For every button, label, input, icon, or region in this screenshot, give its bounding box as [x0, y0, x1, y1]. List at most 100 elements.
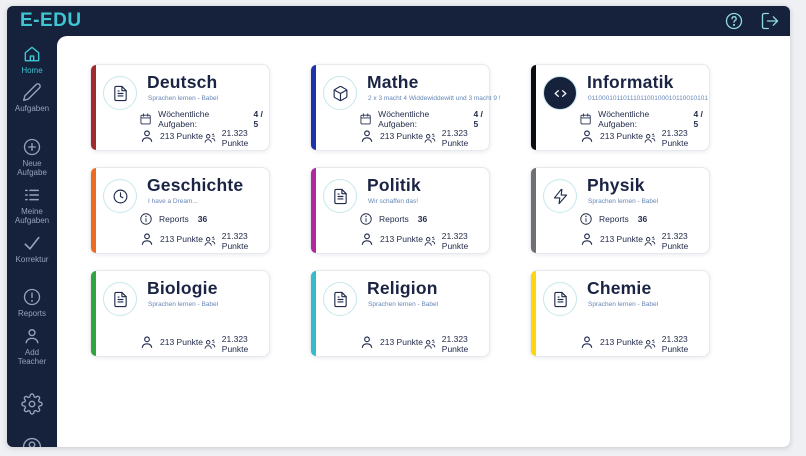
- sidebar-item-label: Meine Aufgaben: [14, 206, 50, 226]
- course-card-chemie[interactable]: Chemie Sprachen lernen - Babel 213 Punkt…: [530, 270, 710, 357]
- avatar-icon: [21, 436, 43, 447]
- stat-value: 36: [637, 214, 648, 224]
- clock-icon: [103, 179, 137, 213]
- points-class-value: 21.323 Punkte: [661, 334, 689, 354]
- course-card-religion[interactable]: Religion Sprachen lernen - Babel 213 Pun…: [310, 270, 490, 357]
- info-icon: [359, 212, 373, 226]
- points-user: 213 Punkte: [359, 334, 423, 350]
- person-icon: [579, 128, 595, 144]
- document-icon: [103, 282, 137, 316]
- main-content: Deutsch Sprachen lernen - Babel Wöchentl…: [57, 36, 790, 447]
- person-icon: [579, 231, 595, 247]
- person-icon: [139, 231, 155, 247]
- sidebar-item-korrektur[interactable]: Korrektur: [8, 233, 56, 264]
- points-class-value: 21.323 Punkte: [221, 128, 249, 148]
- sidebar-item-settings[interactable]: [8, 393, 56, 415]
- logout-icon[interactable]: [760, 11, 780, 31]
- points-class: 21.323 Punkte: [423, 128, 489, 148]
- points-user-value: 213 Punkte: [600, 234, 644, 244]
- stat-label: Reports: [159, 214, 189, 224]
- group-icon: [643, 336, 657, 352]
- stat-value: 4 / 5: [253, 109, 263, 129]
- points-class: 21.323 Punkte: [203, 231, 269, 251]
- person-icon: [139, 128, 155, 144]
- points-user: 213 Punkte: [579, 334, 643, 350]
- sidebar-item-label: Reports: [17, 309, 46, 319]
- card-title: Mathe: [367, 72, 419, 92]
- sidebar-item-neue-aufgabe[interactable]: Neue Aufgabe: [8, 137, 56, 178]
- points-user: 213 Punkte: [579, 128, 643, 144]
- person-icon: [359, 334, 375, 350]
- course-card-physik[interactable]: Physik Sprachen lernen - Babel Reports 3…: [530, 167, 710, 254]
- header: E-EDU: [7, 6, 790, 36]
- course-card-biologie[interactable]: Biologie Sprachen lernen - Babel 213 Pun…: [90, 270, 270, 357]
- points-user-value: 213 Punkte: [160, 234, 204, 244]
- course-card-geschichte[interactable]: Geschichte I have a Dream... Reports 36 …: [90, 167, 270, 254]
- card-color-stripe: [311, 168, 316, 253]
- app-logo: E-EDU: [20, 10, 82, 31]
- course-card-informatik[interactable]: Informatik 01100010110111011001000101100…: [530, 64, 710, 151]
- help-icon[interactable]: [724, 11, 744, 31]
- sidebar-item-label: Aufgaben: [14, 104, 50, 114]
- points-class-value: 21.323 Punkte: [661, 231, 689, 251]
- group-icon: [643, 233, 657, 249]
- card-color-stripe: [91, 65, 96, 150]
- points-class: 21.323 Punkte: [423, 334, 489, 354]
- card-subtitle: Sprachen lernen - Babel: [368, 301, 439, 308]
- sidebar-item-aufgaben[interactable]: Aufgaben: [8, 82, 56, 113]
- check-icon: [22, 233, 42, 253]
- card-middle-stat: Wöchentliche Aufgaben: 4 / 5: [579, 109, 709, 129]
- person-icon: [579, 334, 595, 350]
- course-card-grid: Deutsch Sprachen lernen - Babel Wöchentl…: [90, 64, 790, 357]
- document-icon: [103, 76, 137, 110]
- card-color-stripe: [91, 271, 96, 356]
- card-title: Politik: [367, 175, 421, 195]
- card-color-stripe: [531, 271, 536, 356]
- card-middle-stat: Reports 36: [579, 212, 647, 226]
- stat-value: 36: [417, 214, 428, 224]
- card-color-stripe: [531, 65, 536, 150]
- course-card-deutsch[interactable]: Deutsch Sprachen lernen - Babel Wöchentl…: [90, 64, 270, 151]
- sidebar-item-label: Home: [21, 66, 43, 75]
- sidebar-item-profile[interactable]: [8, 436, 56, 447]
- points-class-value: 21.323 Punkte: [441, 128, 469, 148]
- card-middle-stat: Wöchentliche Aufgaben: 4 / 5: [139, 109, 269, 129]
- alert-circle-icon: [22, 287, 42, 307]
- card-subtitle: 2 x 3 macht 4 Widdewiddewitt und 3 macht…: [368, 95, 501, 102]
- group-icon: [423, 336, 437, 352]
- sidebar-item-reports[interactable]: Reports: [8, 287, 56, 318]
- list-icon: [22, 185, 42, 205]
- card-subtitle: I have a Dream...: [148, 198, 198, 205]
- card-title: Informatik: [587, 72, 674, 92]
- points-user: 213 Punkte: [359, 128, 423, 144]
- points-class: 21.323 Punkte: [643, 231, 709, 251]
- sidebar-item-home[interactable]: Home: [8, 44, 56, 75]
- points-class: 21.323 Punkte: [643, 128, 709, 148]
- points-user-value: 213 Punkte: [600, 337, 644, 347]
- points-class-value: 21.323 Punkte: [661, 128, 689, 148]
- points-class: 21.323 Punkte: [203, 128, 269, 148]
- gear-icon: [21, 393, 43, 415]
- cube-icon: [323, 76, 357, 110]
- group-icon: [203, 336, 217, 352]
- pencil-icon: [22, 82, 42, 102]
- group-icon: [423, 130, 437, 146]
- course-card-mathe[interactable]: Mathe 2 x 3 macht 4 Widdewiddewitt und 3…: [310, 64, 501, 151]
- plus-circle-icon: [22, 137, 42, 157]
- card-middle-stat: Wöchentliche Aufgaben: 4 / 5: [359, 109, 489, 129]
- card-subtitle: Sprachen lernen - Babel: [148, 301, 219, 308]
- points-class: 21.323 Punkte: [643, 334, 709, 354]
- course-card-politik[interactable]: Politik Wir schaffen das! Reports 36 213…: [310, 167, 490, 254]
- document-icon: [323, 179, 357, 213]
- app-window: E-EDU Home Aufgaben Neue Aufgabe Meine A…: [7, 6, 790, 447]
- bolt-icon: [543, 179, 577, 213]
- sidebar-item-add-teacher[interactable]: Add Teacher: [8, 326, 56, 367]
- card-title: Geschichte: [147, 175, 244, 195]
- sidebar-item-label: Neue Aufgabe: [17, 158, 47, 178]
- card-title: Biologie: [147, 278, 218, 298]
- points-class: 21.323 Punkte: [203, 334, 269, 354]
- card-subtitle: Wir schaffen das!: [368, 198, 419, 205]
- card-title: Deutsch: [147, 72, 218, 92]
- document-icon: [323, 282, 357, 316]
- sidebar-item-meine-aufgaben[interactable]: Meine Aufgaben: [8, 185, 56, 226]
